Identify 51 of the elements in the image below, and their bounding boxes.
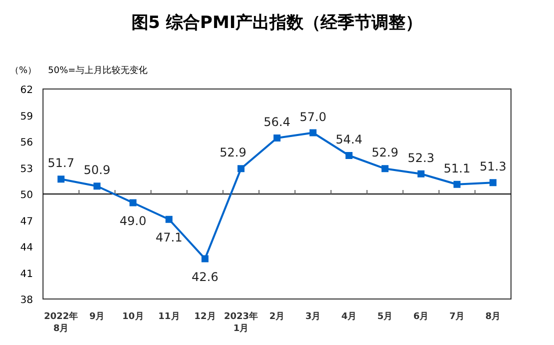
data-label: 54.4 (336, 132, 362, 146)
x-tick-label: 7月 (449, 311, 465, 322)
data-label: 51.1 (444, 161, 470, 176)
x-tick-label: 4月 (341, 311, 357, 322)
y-tick-label: 56 (20, 138, 33, 148)
y-tick-label: 53 (20, 164, 33, 175)
point (166, 216, 172, 223)
data-label: 49.0 (120, 214, 146, 228)
x-tick-label: 2月 (269, 311, 285, 322)
point (346, 152, 352, 159)
data-label: 42.6 (192, 270, 218, 284)
point (94, 182, 100, 190)
point (238, 165, 244, 172)
x-tick-label: 8月 (485, 311, 501, 322)
data-label: 51.3 (480, 160, 506, 174)
data-label: 47.1 (156, 230, 182, 244)
point (130, 199, 136, 206)
x-tick-label: 2023年 1月 (224, 311, 258, 334)
point (454, 180, 460, 188)
x-tick-label: 9月 (89, 311, 105, 322)
point (490, 179, 496, 186)
x-tick-label: 6月 (413, 311, 429, 322)
x-tick-label: 3月 (305, 311, 321, 322)
y-tick-label: 38 (20, 295, 33, 306)
text: 50%=与上月比较无变化 (48, 65, 148, 76)
point (202, 255, 208, 262)
y-tick-label: 50 (20, 190, 33, 201)
x-tick-label: 12月 (194, 311, 216, 322)
y-tick-label: 41 (20, 268, 33, 280)
x-tick-label: 5月 (377, 311, 393, 322)
point (274, 134, 280, 142)
y-axis-title: （%） (10, 66, 37, 76)
point (418, 170, 424, 178)
data-label: 50.9 (84, 163, 110, 178)
data-label: 51.7 (48, 156, 74, 170)
y-tick-label: 44 (20, 242, 33, 254)
data-label: 57.0 (300, 110, 326, 124)
y-tick-label: 62 (20, 85, 33, 96)
chart-title: 图5 综合PMI产出指数（经季节调整） (131, 13, 423, 33)
x-tick-label: 11月 (158, 311, 180, 322)
point (310, 129, 316, 136)
x-tick-label: 10月 (122, 311, 144, 322)
y-tick-label: 59 (20, 111, 33, 122)
point (58, 176, 64, 183)
x-tick-label: 2022年 8月 (44, 311, 78, 334)
y-tick-label: 47 (20, 216, 33, 228)
point (382, 165, 388, 172)
data-label: 52.3 (408, 150, 434, 165)
data-label: 52.9 (220, 146, 246, 160)
data-label: 56.4 (264, 115, 290, 129)
data-label: 52.9 (372, 146, 398, 160)
